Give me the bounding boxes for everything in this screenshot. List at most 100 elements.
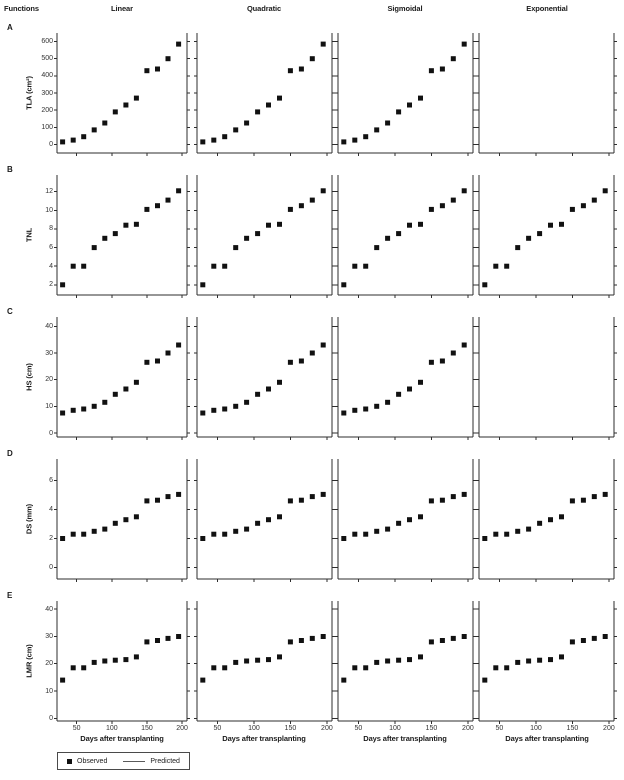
- y-tick-label: 30: [45, 349, 53, 357]
- legend: Observed Predicted: [57, 752, 190, 770]
- x-tick-label: 150: [566, 725, 579, 732]
- axes: [476, 601, 617, 724]
- functions-label: Functions: [4, 4, 39, 13]
- axes: [194, 601, 335, 724]
- legend-predicted: Predicted: [123, 758, 180, 765]
- observed-points: [341, 634, 467, 683]
- legend-observed: Observed: [67, 758, 107, 765]
- panel-C-exponential: [476, 317, 617, 440]
- legend-predicted-label: Predicted: [150, 757, 180, 765]
- y-tick-label: 10: [45, 687, 53, 695]
- panel-C-linear: [54, 317, 190, 440]
- row-letter-c: C: [7, 307, 13, 316]
- observed-points: [341, 41, 467, 145]
- panel-B-exponential: [476, 175, 617, 298]
- observed-points: [200, 188, 326, 288]
- predicted-line-marker-icon: [123, 760, 146, 762]
- x-tick-label: 200: [321, 725, 333, 732]
- y-tick-label: 40: [45, 322, 53, 330]
- axes: [194, 33, 335, 156]
- observed-points: [341, 491, 467, 541]
- y-tick-label: 10: [45, 402, 53, 410]
- panel-C-quadratic: [194, 317, 335, 440]
- y-tick-label: 12: [45, 188, 53, 196]
- x-tick-label: 100: [530, 725, 542, 732]
- observed-points: [482, 491, 608, 541]
- panel-E-exponential: [476, 601, 617, 724]
- axes: [335, 459, 476, 582]
- row-letter-a: A: [7, 23, 13, 32]
- x-tick-label: 50: [72, 725, 81, 732]
- y-tick-label: 200: [41, 106, 53, 114]
- panel-D-exponential: [476, 459, 617, 582]
- column-title-linear: Linear: [111, 4, 133, 13]
- y-tick-label: 500: [41, 55, 53, 63]
- panel-B-linear: [54, 175, 190, 298]
- observed-points: [341, 188, 467, 288]
- x-tick-label: 150: [425, 725, 438, 732]
- y-tick-label: 6: [49, 244, 53, 252]
- x-axis-title-col3: Days after transplanting: [363, 734, 447, 743]
- y-tick-label: 2: [49, 535, 53, 543]
- y-tick-label: 0: [49, 563, 53, 571]
- x-tick-label: 100: [105, 725, 118, 732]
- axes: [476, 317, 617, 440]
- x-tick-label: 200: [603, 725, 615, 732]
- observed-points: [482, 634, 608, 683]
- axes: [194, 459, 335, 582]
- x-tick-label: 100: [389, 725, 401, 732]
- axes: [54, 33, 190, 156]
- y-tick-label: 600: [41, 38, 53, 46]
- y-tick-label: 400: [41, 72, 53, 80]
- observed-points: [200, 342, 326, 416]
- observed-points: [60, 634, 182, 683]
- panel-A-linear: [54, 33, 190, 156]
- observed-points: [341, 342, 467, 416]
- axes: [335, 601, 476, 724]
- panel-D-sigmoidal: [335, 459, 476, 582]
- observed-points: [60, 491, 182, 541]
- x-tick-label: 50: [495, 725, 504, 732]
- observed-points: [200, 491, 326, 541]
- x-tick-label: 200: [176, 725, 188, 732]
- x-tick-label: 50: [213, 725, 222, 732]
- axes: [194, 317, 335, 440]
- panel-A-exponential: [476, 33, 617, 156]
- x-tick-label: 100: [248, 725, 260, 732]
- panel-E-sigmoidal: [335, 601, 476, 724]
- column-title-exponential: Exponential: [526, 4, 568, 13]
- axes: [476, 459, 617, 582]
- row-letter-e: E: [7, 591, 13, 600]
- axes: [54, 175, 190, 298]
- row-letter-b: B: [7, 165, 13, 174]
- observed-points: [60, 188, 182, 288]
- y-tick-label: 20: [45, 376, 53, 384]
- panel-B-quadratic: [194, 175, 335, 298]
- x-tick-label: 150: [284, 725, 297, 732]
- axes: [54, 317, 190, 440]
- panel-D-linear: [54, 459, 190, 582]
- panel-D-quadratic: [194, 459, 335, 582]
- observed-square-marker-icon: [67, 758, 72, 764]
- y-tick-label: 4: [49, 506, 53, 514]
- panel-E-linear: [54, 601, 190, 724]
- panel-C-sigmoidal: [335, 317, 476, 440]
- y-tick-label: 10: [45, 206, 53, 214]
- axes: [335, 317, 476, 440]
- axes: [54, 601, 190, 724]
- x-axis-title-col2: Days after transplanting: [222, 734, 306, 743]
- y-tick-label: 4: [49, 262, 53, 270]
- column-title-quadratic: Quadratic: [246, 4, 282, 13]
- panel-E-quadratic: [194, 601, 335, 724]
- axes: [335, 175, 476, 298]
- y-tick-label: 8: [49, 225, 53, 233]
- x-axis-title-col4: Days after transplanting: [505, 734, 589, 743]
- x-axis-title-col1: Days after transplanting: [80, 734, 164, 743]
- y-tick-label: 20: [45, 660, 53, 668]
- panel-B-sigmoidal: [335, 175, 476, 298]
- y-tick-label: 30: [45, 632, 53, 640]
- observed-points: [60, 342, 182, 416]
- y-tick-label: 300: [41, 89, 53, 97]
- axes: [194, 175, 335, 298]
